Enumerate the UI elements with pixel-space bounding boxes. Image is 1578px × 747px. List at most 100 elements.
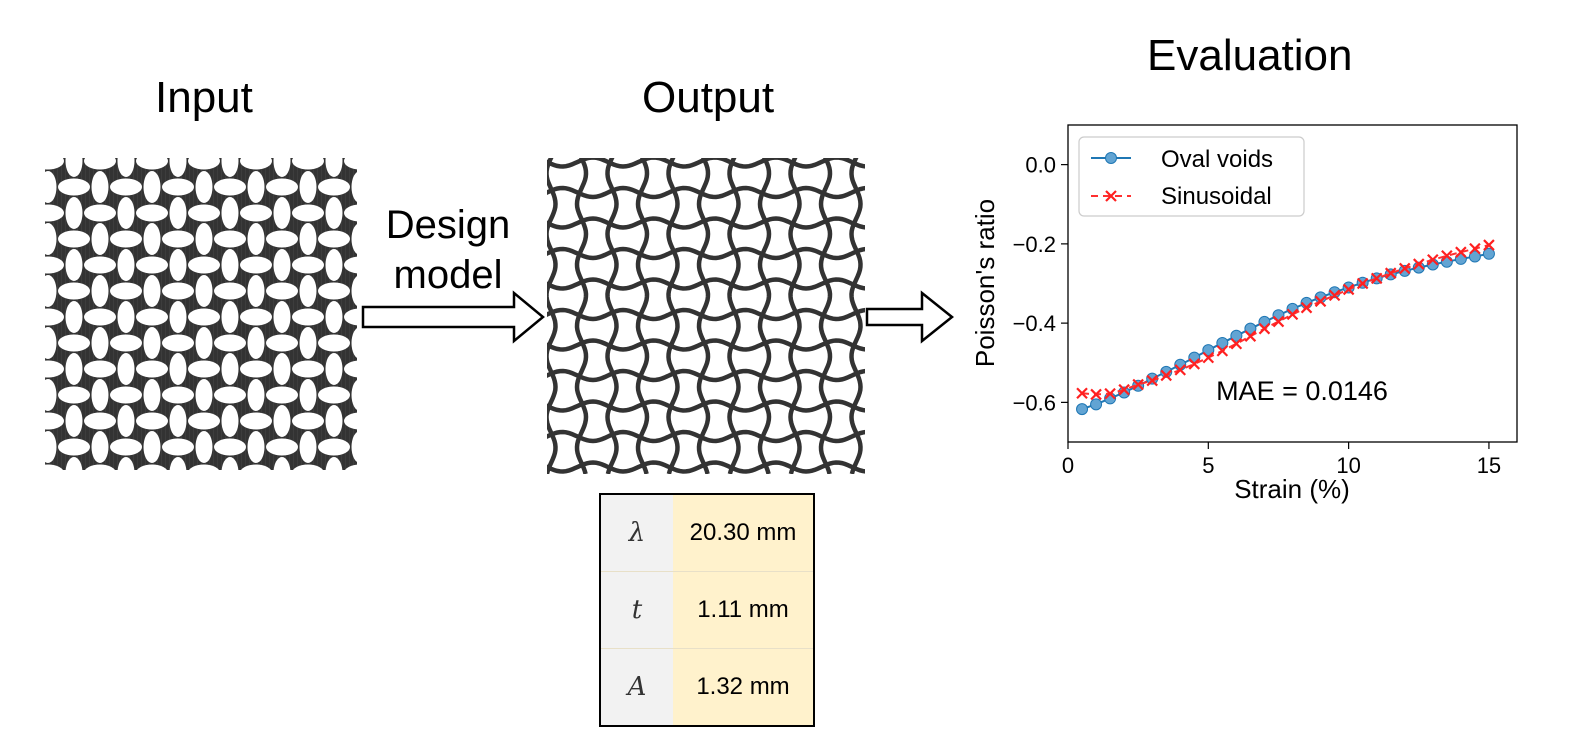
oval-void (292, 256, 324, 274)
oval-void (85, 464, 115, 470)
output-sinusoidal-pattern (547, 158, 865, 474)
oval-void (318, 178, 350, 196)
oval-void (195, 171, 213, 203)
oval-void (169, 197, 187, 229)
data-point-oval-voids (1090, 398, 1103, 411)
input-title: Input (155, 73, 253, 122)
oval-void (266, 282, 298, 300)
data-point-sinusoidal (1342, 283, 1355, 296)
parameter-symbol: λ (600, 494, 673, 572)
input-oval-voids-pattern (45, 158, 357, 470)
oval-void (110, 282, 142, 300)
design-model-arrow (361, 290, 545, 344)
oval-void (325, 249, 343, 281)
oval-void (65, 353, 83, 385)
data-point-sinusoidal (1160, 369, 1172, 382)
oval-void (292, 308, 324, 326)
oval-void (247, 171, 265, 203)
oval-void (325, 301, 343, 333)
oval-void (45, 327, 57, 359)
oval-void (273, 197, 291, 229)
oval-void (273, 249, 291, 281)
oval-void (240, 360, 272, 378)
wavy-beam-horizontal (547, 246, 865, 261)
data-point-sinusoidal (1118, 383, 1130, 396)
oval-void (143, 275, 161, 307)
oval-void (188, 412, 220, 430)
design-model-label: Design model (374, 200, 522, 300)
legend-sinusoidal-marker (1105, 190, 1117, 202)
oval-void (162, 334, 194, 352)
data-point-sinusoidal (1469, 242, 1481, 255)
oval-void (292, 158, 324, 170)
oval-void (117, 197, 135, 229)
wavy-beam-vertical (666, 158, 680, 474)
oval-void (58, 230, 90, 248)
oval-void (351, 432, 357, 462)
parameter-row-wavelength: λ 20.30 mm (600, 494, 814, 572)
oval-void (318, 334, 350, 352)
wavy-beam-horizontal (547, 399, 865, 413)
wavy-beam-vertical (696, 158, 711, 474)
oval-void (240, 412, 272, 430)
data-point-sinusoidal (1132, 378, 1144, 391)
oval-void (325, 158, 343, 177)
parameter-value: 1.32 mm (673, 648, 814, 726)
wavy-beam-horizontal (547, 368, 865, 383)
oval-void (318, 438, 350, 456)
oval-void (91, 223, 109, 255)
oval-void (189, 464, 219, 470)
y-axis-label: Poisson's ratio (970, 199, 1000, 367)
oval-void (266, 438, 298, 456)
oval-void (117, 249, 135, 281)
oval-void (58, 438, 90, 456)
oval-void (91, 275, 109, 307)
data-point-sinusoidal (1328, 289, 1341, 302)
wavy-beam-horizontal (547, 307, 865, 322)
wavy-beam-horizontal (547, 429, 865, 444)
oval-void (240, 256, 272, 274)
plot-frame (1067, 124, 1518, 443)
oval-void (344, 360, 357, 378)
oval-void (273, 457, 291, 470)
oval-void (136, 158, 168, 170)
oval-void (110, 438, 142, 456)
oval-void (299, 431, 317, 463)
oval-void (273, 158, 291, 177)
oval-void (240, 158, 272, 170)
oval-void (84, 204, 116, 222)
oval-void (169, 405, 187, 437)
oval-void (214, 334, 246, 352)
oval-void (195, 327, 213, 359)
oval-void (143, 171, 161, 203)
parameter-symbol: t (600, 571, 673, 649)
oval-void (136, 308, 168, 326)
oval-void (221, 457, 239, 470)
oval-void (344, 158, 357, 170)
oval-void (45, 360, 64, 378)
oval-void (136, 256, 168, 274)
oval-void (344, 256, 357, 274)
oval-void (143, 223, 161, 255)
data-point-oval-voids (1468, 250, 1481, 263)
oval-void (162, 230, 194, 248)
oval-void (84, 158, 116, 170)
oval-void (117, 405, 135, 437)
oval-void (117, 301, 135, 333)
legend-oval-marker (1105, 152, 1117, 164)
series-line-sinusoidal (1081, 244, 1490, 396)
data-point-sinusoidal (1104, 387, 1116, 400)
oval-void (325, 197, 343, 229)
y-tick-label: 0.0 (1025, 153, 1056, 178)
wavy-beam-vertical (849, 158, 863, 474)
oval-void (45, 171, 57, 203)
oval-void (318, 282, 350, 300)
oval-void (221, 301, 239, 333)
oval-void (247, 379, 265, 411)
oval-void (45, 204, 64, 222)
oval-void (136, 204, 168, 222)
oval-void (136, 360, 168, 378)
oval-void (162, 178, 194, 196)
wavy-beam-vertical (818, 158, 833, 474)
data-point-sinusoidal (1286, 308, 1299, 321)
